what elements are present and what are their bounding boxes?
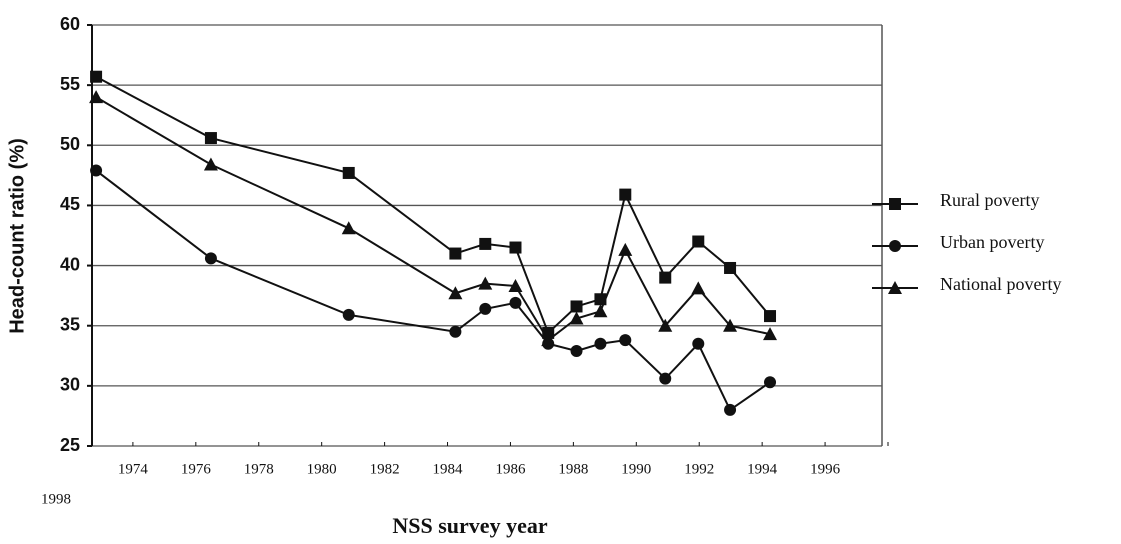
- series-line: [95, 96, 771, 342]
- point: [724, 403, 737, 416]
- y-axis-label: Head-count ratio (%): [6, 138, 28, 334]
- x-tick-label: 1988: [558, 461, 588, 477]
- point: [449, 247, 462, 260]
- series-line: [95, 75, 771, 335]
- x-tick-label: 1976: [181, 461, 212, 477]
- point: [90, 164, 103, 177]
- x-tick-label: 1992: [684, 461, 714, 477]
- point: [658, 318, 673, 332]
- y-tick-label: 30: [60, 375, 80, 395]
- point: [724, 261, 737, 274]
- point: [570, 344, 583, 357]
- y-tick-label: 25: [60, 435, 80, 455]
- legend-label: Rural poverty: [940, 190, 1039, 210]
- legend-label: Urban poverty: [940, 232, 1044, 252]
- x-tick-label: 1978: [244, 461, 274, 477]
- point: [478, 276, 493, 290]
- point: [764, 376, 777, 389]
- legend-marker: [889, 240, 901, 252]
- x-tick-label: 1982: [370, 461, 400, 477]
- point: [203, 157, 218, 171]
- point: [619, 188, 632, 201]
- point: [659, 372, 672, 385]
- series-line: [95, 169, 771, 412]
- y-tick-label: 35: [60, 314, 80, 334]
- point: [618, 242, 633, 256]
- point: [763, 327, 778, 341]
- point: [89, 90, 104, 104]
- x-tick-label: 1994: [747, 461, 778, 477]
- point: [508, 279, 523, 293]
- legend-marker: [889, 198, 901, 210]
- point: [619, 334, 632, 347]
- point: [691, 281, 706, 295]
- point: [90, 70, 103, 83]
- point: [204, 252, 217, 265]
- point: [659, 271, 672, 284]
- point: [479, 237, 492, 250]
- point: [342, 308, 355, 321]
- point: [509, 241, 522, 254]
- y-tick-label: 60: [60, 14, 80, 34]
- point: [764, 310, 777, 323]
- x-axis-label: NSS survey year: [392, 513, 547, 538]
- x-tick-label: 1996: [810, 461, 841, 477]
- y-tick-label: 40: [60, 254, 80, 274]
- legend-marker: [888, 281, 902, 294]
- y-tick-label: 50: [60, 134, 80, 154]
- point: [204, 132, 217, 145]
- point: [509, 296, 522, 309]
- point: [593, 304, 608, 318]
- x-tick-label: 1984: [433, 461, 464, 477]
- x-tick-label: 1986: [495, 461, 526, 477]
- x-tick-label: 1990: [621, 461, 651, 477]
- legend-label: National poverty: [940, 274, 1061, 294]
- point: [541, 333, 556, 347]
- y-tick-label: 55: [60, 74, 80, 94]
- point: [723, 318, 738, 332]
- point: [479, 302, 492, 315]
- point: [570, 300, 583, 313]
- point: [449, 325, 462, 338]
- point: [692, 235, 705, 248]
- x-tick-label: 1998: [41, 491, 71, 507]
- point: [448, 286, 463, 300]
- x-tick-label: 1980: [307, 461, 337, 477]
- point: [692, 337, 705, 350]
- x-tick-label: 1974: [118, 461, 149, 477]
- point: [594, 337, 607, 350]
- y-tick-label: 45: [60, 194, 80, 214]
- point: [341, 221, 356, 235]
- point: [342, 166, 355, 179]
- point: [569, 311, 584, 325]
